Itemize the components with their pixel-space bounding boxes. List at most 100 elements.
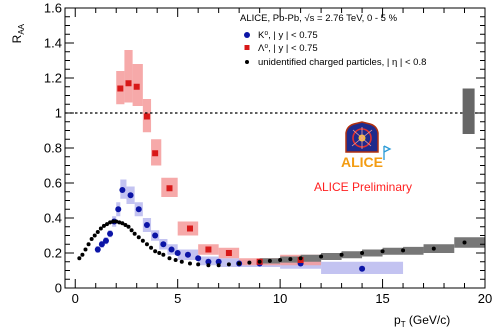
- y-axis-label: RAA: [10, 23, 26, 43]
- k0-point-0: [95, 247, 101, 253]
- lambda-point-3: [144, 114, 150, 120]
- charged-point-17: [130, 228, 134, 232]
- charged-point-36: [258, 260, 262, 264]
- charged-point-5: [93, 234, 97, 238]
- charged-syst-band-7: [403, 247, 423, 255]
- legend-marker-charged: [245, 60, 249, 64]
- y-tick-label-5: 1: [55, 106, 62, 121]
- charged-point-26: [167, 256, 171, 260]
- charged-point-29: [188, 262, 192, 266]
- lambda-point-1: [126, 80, 132, 86]
- k0-point-6: [119, 187, 125, 193]
- y-tick-label-6: 1.2: [44, 71, 62, 86]
- charged-point-34: [237, 262, 241, 266]
- lambda-syst-band-1: [124, 50, 132, 103]
- lambda-point-4: [152, 150, 158, 156]
- k0-point-7: [128, 192, 134, 198]
- charged-point-24: [157, 251, 161, 255]
- y-tick-label-7: 1.4: [44, 36, 62, 51]
- legend-label-charged: unidentified charged particles, | η | < …: [258, 57, 426, 68]
- legend-marker-lambda: [245, 45, 250, 50]
- preliminary-label: ALICE Preliminary: [314, 180, 412, 194]
- k0-point-3: [107, 231, 113, 237]
- k0-point-14: [185, 252, 191, 258]
- x-tick-label-3: 15: [375, 291, 389, 306]
- charged-point-31: [206, 263, 210, 267]
- charged-point-39: [288, 257, 292, 261]
- charged-point-43: [360, 251, 364, 255]
- charged-point-33: [227, 262, 231, 266]
- charged-point-45: [401, 248, 405, 252]
- charged-point-0: [77, 256, 81, 260]
- k0-point-11: [160, 241, 166, 247]
- k0-point-13: [175, 250, 181, 256]
- lambda-point-5: [166, 185, 172, 191]
- k0-point-8: [136, 206, 142, 212]
- normalization-uncertainty-box: [463, 89, 475, 135]
- y-tick-label-4: 0.8: [44, 141, 62, 156]
- charged-point-47: [463, 241, 467, 245]
- charged-point-27: [174, 258, 178, 262]
- charged-point-2: [83, 248, 87, 252]
- lambda-point-2: [134, 84, 140, 90]
- k0-point-9: [144, 222, 150, 228]
- charged-point-21: [145, 242, 149, 246]
- charged-point-20: [141, 239, 145, 243]
- charged-point-32: [217, 263, 221, 267]
- charged-syst-band-6: [383, 248, 403, 255]
- x-tick-label-0: 0: [72, 291, 79, 306]
- charged-point-3: [87, 242, 91, 246]
- charged-syst-band-2: [301, 255, 321, 262]
- charged-point-40: [299, 256, 303, 260]
- data-points-layer: [77, 80, 466, 272]
- charged-point-44: [381, 249, 385, 253]
- charged-point-16: [127, 225, 131, 229]
- x-tick-label-1: 5: [174, 291, 181, 306]
- charged-syst-band-3: [321, 253, 341, 260]
- alice-logo-text: ALICE: [341, 154, 383, 170]
- y-tick-label-3: 0.6: [44, 176, 62, 191]
- y-tick-label-8: 1.6: [44, 1, 62, 16]
- systematic-bands-layer: [96, 50, 485, 274]
- legend-marker-k0: [244, 32, 250, 38]
- charged-point-25: [161, 253, 165, 257]
- charged-point-1: [80, 253, 84, 257]
- charged-point-42: [340, 253, 344, 257]
- charged-syst-band-9: [454, 237, 485, 248]
- k0-point-2: [103, 238, 109, 244]
- y-tick-label-2: 0.4: [44, 211, 62, 226]
- x-tick-label-4: 20: [478, 291, 492, 306]
- lambda-point-8: [226, 250, 232, 256]
- k0-point-10: [152, 233, 158, 239]
- charged-point-38: [278, 258, 282, 262]
- charged-point-35: [247, 261, 251, 265]
- charged-point-19: [137, 235, 141, 239]
- charged-point-41: [319, 255, 323, 259]
- x-axis-label: pT (GeV/c): [394, 313, 450, 329]
- legend: ALICE, Pb-Pb, √s = 2.76 TeV, 0 - 5 % K⁰,…: [240, 13, 426, 68]
- charged-syst-band-4: [342, 251, 362, 258]
- lambda-point-7: [205, 247, 211, 253]
- legend-label-lambda: Λ⁰, | y | < 0.75: [258, 43, 318, 54]
- alice-logo-flag: [384, 146, 390, 160]
- legend-header: ALICE, Pb-Pb, √s = 2.76 TeV, 0 - 5 %: [240, 13, 398, 24]
- svg-text:pT (GeV/c): pT (GeV/c): [394, 313, 450, 329]
- charged-point-6: [96, 230, 100, 234]
- charged-point-22: [149, 246, 153, 250]
- charged-point-28: [180, 260, 184, 264]
- charged-point-23: [153, 249, 157, 253]
- x-tick-label-2: 10: [273, 291, 287, 306]
- k0-point-15: [195, 255, 201, 261]
- charged-point-46: [432, 247, 436, 251]
- y-tick-label-1: 0.2: [44, 246, 62, 261]
- charged-point-4: [90, 237, 94, 241]
- k0-point-5: [115, 206, 121, 212]
- charged-point-7: [99, 227, 103, 231]
- charged-syst-band-8: [424, 244, 455, 253]
- legend-label-k0: K⁰, | y | < 0.75: [258, 30, 318, 41]
- charged-point-18: [133, 232, 137, 236]
- lambda-point-0: [117, 86, 123, 92]
- k0-point-21: [359, 266, 365, 272]
- charged-syst-band-5: [362, 250, 382, 257]
